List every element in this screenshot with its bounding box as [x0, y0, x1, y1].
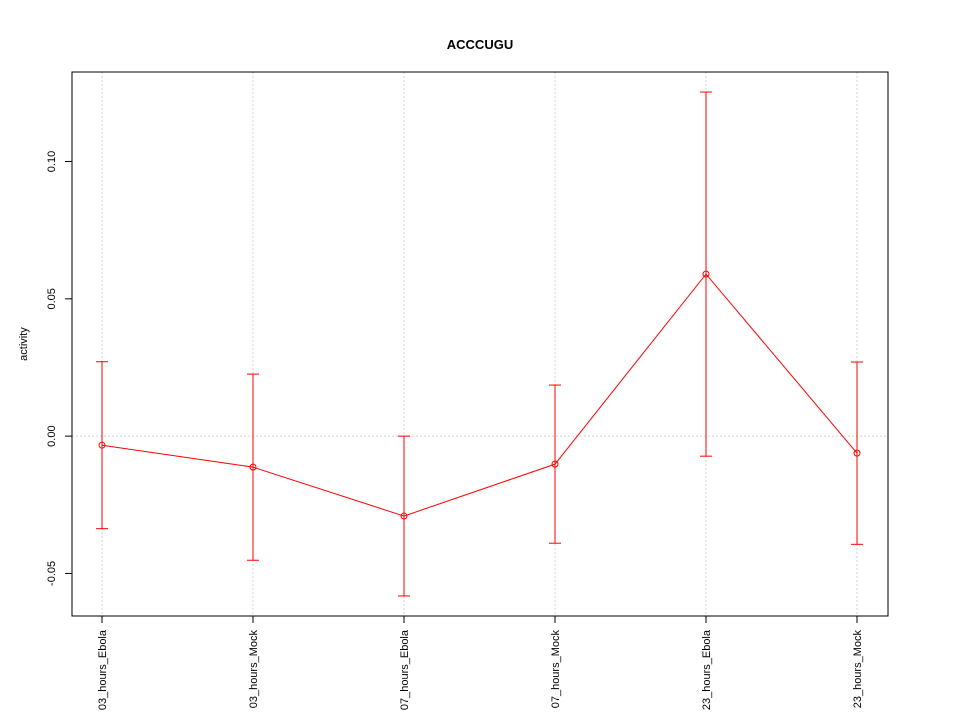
x-tick-label: 23_hours_Mock [852, 630, 864, 709]
x-tick-label: 03_hours_Ebola [97, 629, 109, 710]
line [101, 273, 858, 517]
error-bar [96, 361, 108, 530]
error-bar [700, 91, 712, 457]
chart-title: ACCCUGU [447, 37, 513, 52]
point [249, 463, 257, 471]
y-axis-label: activity [18, 327, 30, 361]
error-bar [247, 373, 259, 561]
plot-frame [71, 71, 889, 617]
point [98, 441, 106, 449]
point [702, 270, 710, 278]
y-tick-label: 0.10 [46, 151, 58, 172]
x-tick-label: 23_hours_Ebola [701, 629, 713, 710]
x-tick-label: 07_hours_Mock [550, 630, 562, 709]
point [400, 512, 408, 520]
y-tick-label: -0.05 [46, 561, 58, 586]
point [853, 449, 861, 457]
x-tick-label: 07_hours_Ebola [399, 629, 411, 710]
error-bar [851, 361, 863, 545]
y-tick-label: 0.05 [46, 288, 58, 309]
error-bar [398, 435, 410, 597]
y-tick-label: 0.00 [46, 425, 58, 446]
error-bar [549, 384, 561, 544]
point [551, 460, 559, 468]
x-tick-label: 03_hours_Mock [248, 630, 260, 709]
